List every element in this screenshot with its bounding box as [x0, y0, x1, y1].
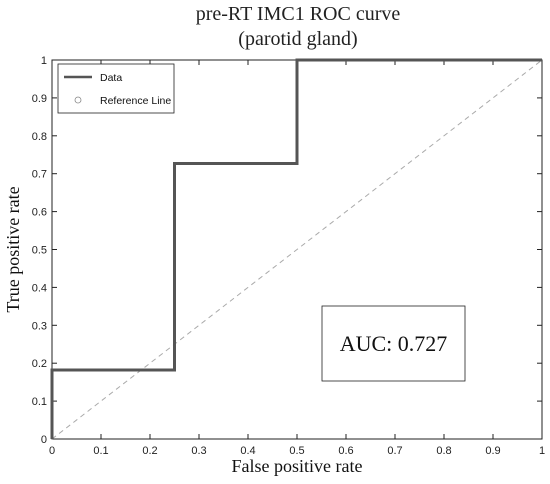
x-tick-label: 0.1 — [93, 445, 108, 457]
y-tick-label: 0.6 — [32, 207, 47, 219]
y-tick-label: 0.7 — [32, 169, 47, 181]
x-tick-label: 0.7 — [387, 445, 402, 457]
y-tick-label: 0.5 — [32, 245, 47, 257]
x-tick-label: 0 — [49, 445, 55, 457]
y-axis-label: True positive rate — [3, 186, 23, 312]
legend: Data Reference Line — [57, 63, 175, 114]
x-tick-label: 0.5 — [289, 445, 304, 457]
y-tick-label: 1 — [41, 55, 47, 67]
legend-swatch-reference — [74, 96, 82, 104]
x-tick-label: 0.2 — [142, 445, 157, 457]
series-layer — [50, 58, 543, 440]
y-tick-label: 0.8 — [32, 131, 47, 143]
x-tick-label: 1 — [539, 445, 545, 457]
x-tick-label: 0.4 — [240, 445, 255, 457]
x-tick-label: 0.8 — [436, 445, 451, 457]
series-reference-line — [51, 59, 543, 440]
y-tick-label: 0.2 — [32, 358, 47, 370]
y-tick-label: 0 — [41, 434, 47, 446]
legend-box — [57, 63, 175, 114]
chart-title: pre-RT IMC1 ROC curve (parotid gland) — [196, 3, 401, 50]
x-tick-label: 0.9 — [485, 445, 500, 457]
x-tick-label: 0.6 — [338, 445, 353, 457]
axis-tick-labels: 0 0.1 0.2 0.3 0.4 0.5 0.6 0.7 0.8 0.9 1 0 0.1 0.2 0.3 0… — [32, 55, 545, 457]
y-tick-label: 0.3 — [32, 320, 47, 332]
y-tick-label: 0.1 — [32, 396, 47, 408]
auc-box — [321, 305, 466, 382]
x-axis-label: False positive rate — [232, 456, 363, 476]
chart-title-line-2: (parotid gland) — [238, 28, 357, 50]
legend-label-data: Data — [100, 72, 122, 84]
chart-title-line-1: pre-RT IMC1 ROC curve — [196, 3, 401, 25]
x-tick-label: 0.3 — [191, 445, 206, 457]
auc-annotation: AUC: 0.727 — [321, 305, 466, 382]
series-data-roc — [50, 58, 542, 439]
y-tick-label: 0.4 — [32, 282, 47, 294]
auc-label: AUC: 0.727 — [340, 331, 448, 356]
y-tick-label: 0.9 — [32, 93, 47, 105]
legend-label-reference: Reference Line — [100, 95, 171, 107]
